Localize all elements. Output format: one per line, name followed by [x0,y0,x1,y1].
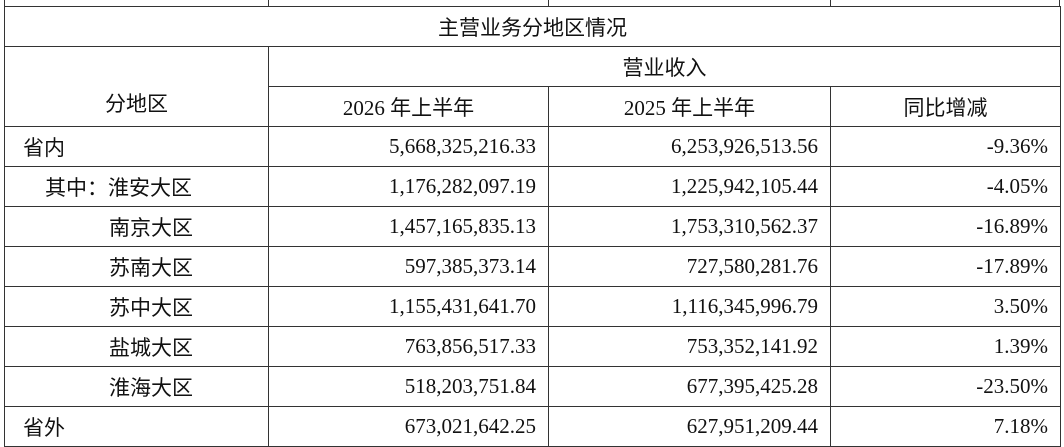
table-row: 省外 673,021,642.25 627,951,209.44 7.18% [4,406,1061,447]
table-row: 省内 5,668,325,216.33 6,253,926,513.56 -9.36% [4,126,1061,167]
value-cell: 7.18% [830,406,1061,447]
region-cell: 省内 [4,126,269,167]
table-title: 主营业务分地区情况 [4,6,1061,47]
header-cell: 分地区 [4,46,269,127]
value-cell: -9.36% [830,126,1061,167]
value-cell: 753,352,141.92 [548,326,831,367]
value-cell: 6,253,926,513.56 [548,126,831,167]
value-cell: 763,856,517.33 [268,326,549,367]
table-row: 苏南大区 597,385,373.14 727,580,281.76 -17.89% [4,246,1061,287]
value-cell: 597,385,373.14 [268,246,549,287]
value-cell: 5,668,325,216.33 [268,126,549,167]
value-cell: 1,155,431,641.70 [268,286,549,327]
value-cell: 677,395,425.28 [548,366,831,407]
header-cell: 2025 年上半年 [548,86,831,127]
value-cell: 727,580,281.76 [548,246,831,287]
value-cell: -17.89% [830,246,1061,287]
table-row: 南京大区 1,457,165,835.13 1,753,310,562.37 -16.… [4,206,1061,247]
region-cell: 苏南大区 [4,246,269,287]
value-cell: 518,203,751.84 [268,366,549,407]
table-row: 其中：淮安大区 1,176,282,097.19 1,225,942,105.44-… [4,166,1061,207]
table-row: 苏中大区 1,155,431,641.70 1,116,345,996.79 3.50… [4,286,1061,327]
value-cell: 3.50% [830,286,1061,327]
region-cell: 省外 [4,406,269,447]
value-cell: -23.50% [830,366,1061,407]
value-cell: 1,116,345,996.79 [548,286,831,327]
value-cell: 673,021,642.25 [268,406,549,447]
region-cell: 苏中大区 [4,286,269,327]
table-row: 盐城大区 763,856,517.33 753,352,141.92 1.39% [4,326,1061,367]
region-table: 主营业务分地区情况 分地区 营业收入 2026 年上半年 2025 年上半年 同… [4,6,1061,447]
group-header: 营业收入 [268,46,1061,87]
value-cell: 627,951,209.44 [548,406,831,447]
value-cell: -16.89% [830,206,1061,247]
region-cell: 南京大区 [4,206,269,247]
table-row: 淮海大区 518,203,751.84 677,395,425.28 -23.50% [4,366,1061,407]
value-cell: 1,457,165,835.13 [268,206,549,247]
value-cell: 1,225,942,105.44 [548,166,831,207]
region-cell: 其中：淮安大区 [4,166,269,207]
cut-off-row [4,0,1060,6]
value-cell: 1.39% [830,326,1061,367]
header-cell: 2026 年上半年 [268,86,549,127]
region-cell: 盐城大区 [4,326,269,367]
value-cell: -4.05% [830,166,1061,207]
value-cell: 1,176,282,097.19 [268,166,549,207]
header-cell: 同比增减 [830,86,1061,127]
value-cell: 1,753,310,562.37 [548,206,831,247]
region-cell: 淮海大区 [4,366,269,407]
